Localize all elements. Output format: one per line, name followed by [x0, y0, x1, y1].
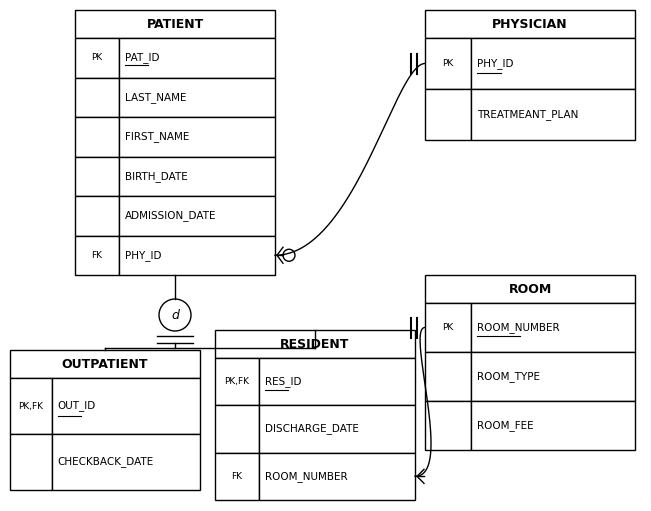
Bar — [425, 10, 635, 38]
Bar — [425, 401, 471, 450]
Bar — [75, 10, 275, 38]
Text: ROOM_NUMBER: ROOM_NUMBER — [265, 471, 348, 482]
Bar — [52, 434, 200, 490]
Bar — [75, 236, 119, 275]
Text: PK,FK: PK,FK — [18, 402, 44, 410]
Text: PK: PK — [443, 59, 454, 68]
Bar — [215, 330, 415, 358]
Bar — [425, 275, 635, 303]
Bar — [471, 352, 635, 401]
Bar — [471, 401, 635, 450]
Bar — [75, 78, 119, 117]
Bar — [259, 453, 415, 500]
Bar — [10, 434, 52, 490]
Bar — [471, 89, 635, 140]
Bar — [52, 378, 200, 434]
Bar — [119, 38, 275, 78]
Text: CHECKBACK_DATE: CHECKBACK_DATE — [58, 456, 154, 468]
Text: PHYSICIAN: PHYSICIAN — [492, 17, 568, 31]
Text: ROOM_FEE: ROOM_FEE — [477, 420, 534, 431]
Text: OUT_ID: OUT_ID — [58, 401, 96, 411]
Text: d: d — [171, 309, 179, 321]
Bar — [75, 196, 119, 236]
Bar — [10, 378, 52, 434]
Text: LAST_NAME: LAST_NAME — [125, 92, 186, 103]
Text: PK,FK: PK,FK — [225, 377, 249, 386]
Text: TREATMEANT_PLAN: TREATMEANT_PLAN — [477, 109, 579, 120]
Text: RESIDENT: RESIDENT — [281, 337, 350, 351]
Text: ROOM: ROOM — [508, 283, 551, 295]
Text: PK: PK — [91, 53, 103, 62]
Bar — [75, 117, 119, 156]
Text: ROOM_NUMBER: ROOM_NUMBER — [477, 322, 560, 333]
Text: ROOM_TYPE: ROOM_TYPE — [477, 371, 540, 382]
Bar — [119, 78, 275, 117]
Bar — [119, 156, 275, 196]
Bar — [119, 196, 275, 236]
Text: PAT_ID: PAT_ID — [125, 52, 159, 63]
Text: PHY_ID: PHY_ID — [477, 58, 514, 69]
Bar — [425, 303, 471, 352]
Bar — [471, 303, 635, 352]
Bar — [215, 453, 259, 500]
Bar — [425, 352, 471, 401]
Text: PATIENT: PATIENT — [146, 17, 204, 31]
Bar — [75, 38, 119, 78]
Bar — [259, 358, 415, 405]
Text: DISCHARGE_DATE: DISCHARGE_DATE — [265, 424, 359, 434]
Bar — [119, 117, 275, 156]
Text: PHY_ID: PHY_ID — [125, 250, 161, 261]
Text: FK: FK — [92, 251, 102, 260]
Bar — [425, 38, 471, 89]
Text: ADMISSION_DATE: ADMISSION_DATE — [125, 211, 217, 221]
Bar — [425, 89, 471, 140]
Text: RES_ID: RES_ID — [265, 376, 301, 387]
Bar — [215, 405, 259, 453]
Bar — [75, 156, 119, 196]
Text: BIRTH_DATE: BIRTH_DATE — [125, 171, 187, 182]
Bar — [215, 358, 259, 405]
Bar — [10, 350, 200, 378]
Text: FIRST_NAME: FIRST_NAME — [125, 131, 189, 142]
Bar — [471, 38, 635, 89]
Bar — [119, 236, 275, 275]
Bar — [259, 405, 415, 453]
Text: OUTPATIENT: OUTPATIENT — [62, 358, 148, 370]
Text: FK: FK — [232, 472, 243, 481]
Text: PK: PK — [443, 323, 454, 332]
